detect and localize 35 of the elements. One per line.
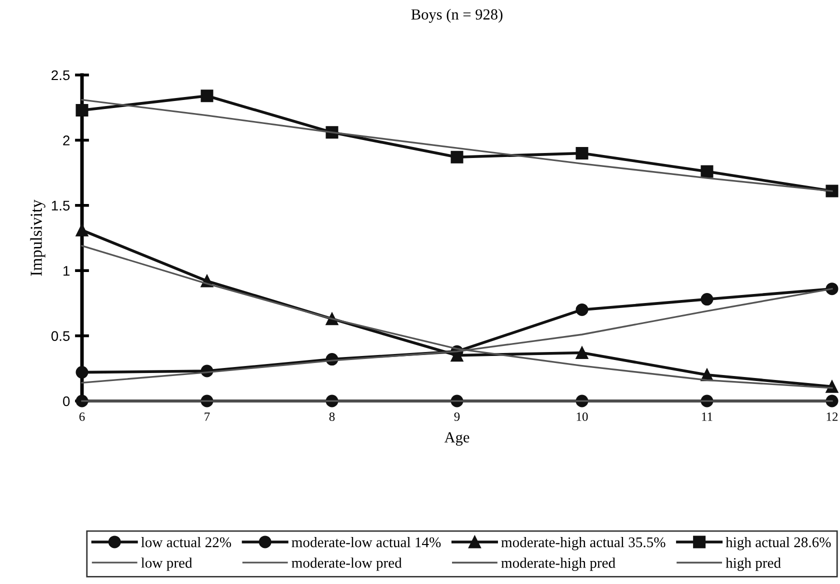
x-tick-label: 9 [454,412,460,421]
legend-label: moderate-high pred [501,558,616,571]
y-tick-label: 2.5 [52,70,70,80]
legend-label: low pred [141,558,192,571]
x-tick-label: 8 [329,412,335,421]
x-tick-label: 12 [826,412,838,421]
point [700,165,714,178]
y-axis-title: Impulsivity [30,200,46,276]
x-tick-label: 7 [204,412,210,421]
point [200,90,214,102]
legend-label: high pred [726,558,781,571]
legend-label: high actual 28.6% [726,536,831,550]
y-tick-label: 0 [63,396,70,406]
y-tick-label: 2 [63,136,70,146]
x-tick-label: 6 [79,412,85,421]
point [450,150,464,164]
point [76,104,88,116]
legend-label: moderate-low actual 14% [292,536,441,548]
point [826,184,838,198]
y-tick-label: 1 [64,266,70,276]
point [700,293,714,306]
point [576,346,588,359]
point [576,303,588,316]
legend-label: moderate-high actual 35.5% [501,536,666,550]
legend-label: low actual 22% [141,536,232,548]
chart-title: Boys (n = 928) [411,8,502,23]
y-tick-label: 0.5 [51,331,70,341]
point [576,146,588,160]
point [76,224,88,236]
point [76,366,88,379]
x-tick-label: 10 [576,412,588,421]
legend-label: moderate-low pred [292,558,402,571]
x-tick-label: 11 [702,412,712,421]
x-axis-title: Age [444,432,470,446]
y-tick-label: 1.5 [52,200,70,211]
